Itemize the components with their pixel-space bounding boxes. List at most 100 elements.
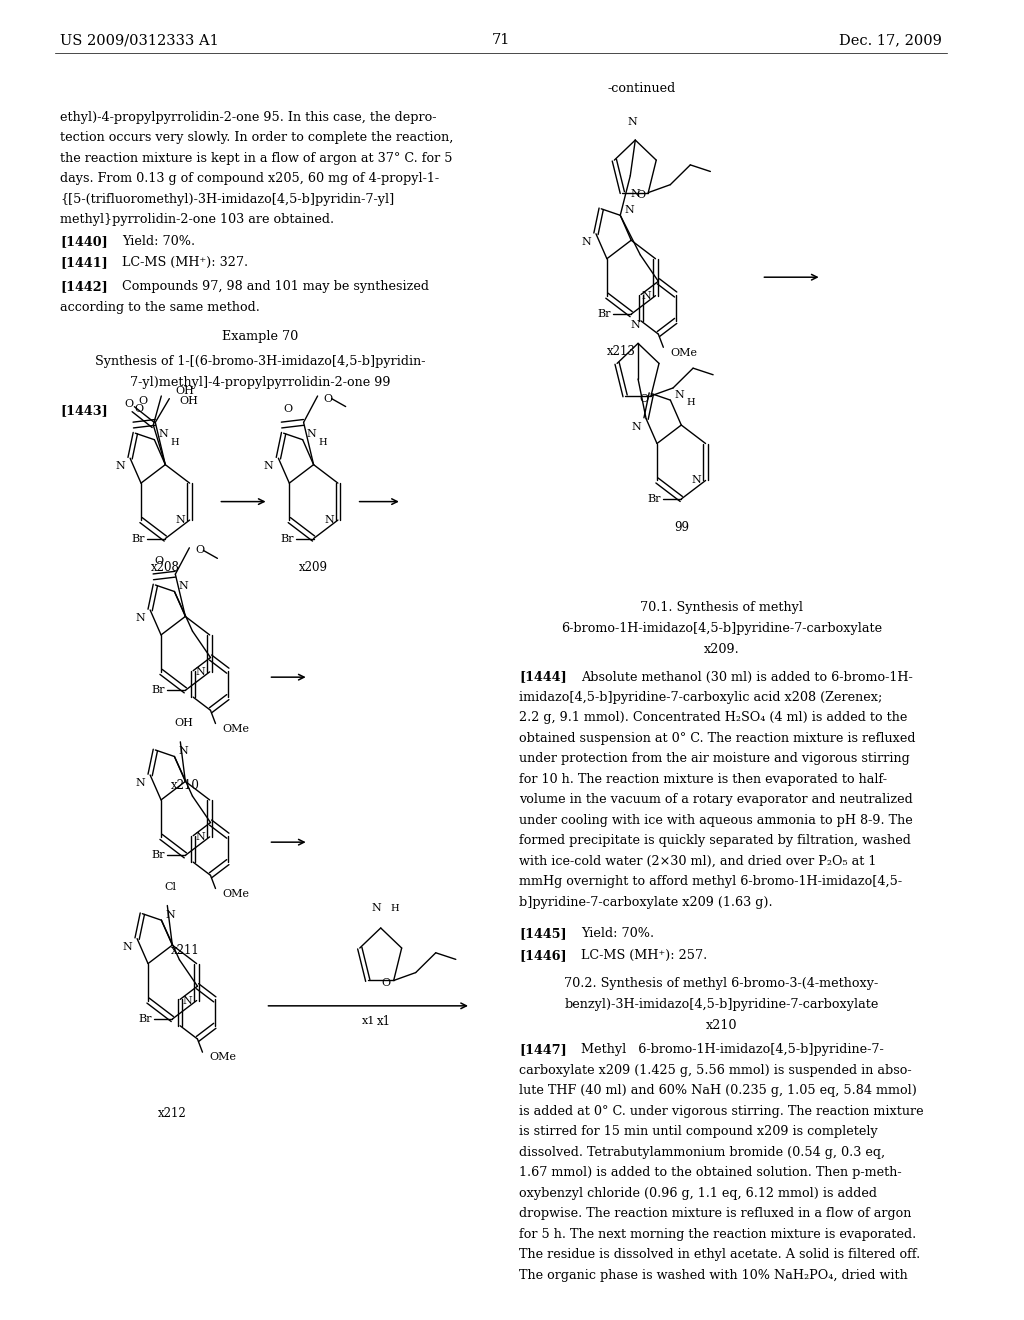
Text: {[5-(trifluoromethyl)-3H-imidazo[4,5-b]pyridin-7-yl]: {[5-(trifluoromethyl)-3H-imidazo[4,5-b]p…: [60, 193, 394, 206]
Text: Br: Br: [152, 685, 165, 696]
Text: carboxylate x209 (1.425 g, 5.56 mmol) is suspended in abso-: carboxylate x209 (1.425 g, 5.56 mmol) is…: [519, 1064, 911, 1077]
Text: 71: 71: [492, 33, 510, 48]
Text: Synthesis of 1-[(6-bromo-3H-imidazo[4,5-b]pyridin-: Synthesis of 1-[(6-bromo-3H-imidazo[4,5-…: [95, 355, 426, 368]
Text: oxybenzyl chloride (0.96 g, 1.1 eq, 6.12 mmol) is added: oxybenzyl chloride (0.96 g, 1.1 eq, 6.12…: [519, 1187, 877, 1200]
Text: N: N: [325, 515, 334, 525]
Text: ethyl)-4-propylpyrrolidin-2-one 95. In this case, the depro-: ethyl)-4-propylpyrrolidin-2-one 95. In t…: [60, 111, 436, 124]
Text: mmHg overnight to afford methyl 6-bromo-1H-imidazo[4,5-: mmHg overnight to afford methyl 6-bromo-…: [519, 875, 902, 888]
Text: OH: OH: [175, 385, 195, 396]
Text: N: N: [159, 429, 168, 440]
Text: [1440]: [1440]: [60, 235, 108, 248]
Text: dropwise. The reaction mixture is refluxed in a flow of argon: dropwise. The reaction mixture is reflux…: [519, 1206, 911, 1220]
Text: N: N: [642, 290, 651, 301]
Text: [1445]: [1445]: [519, 927, 566, 940]
Text: with ice-cold water (2×30 ml), and dried over P₂O₅ at 1: with ice-cold water (2×30 ml), and dried…: [519, 855, 877, 867]
Text: N: N: [631, 189, 640, 199]
Text: N: N: [372, 903, 382, 913]
Text: N: N: [196, 667, 206, 677]
Text: 2.2 g, 9.1 mmol). Concentrated H₂SO₄ (4 ml) is added to the: 2.2 g, 9.1 mmol). Concentrated H₂SO₄ (4 …: [519, 711, 907, 725]
Text: tection occurs very slowly. In order to complete the reaction,: tection occurs very slowly. In order to …: [60, 131, 454, 144]
Text: O: O: [196, 545, 205, 556]
Text: N: N: [116, 461, 125, 471]
Text: Methyl   6-bromo-1H-imidazo[4,5-b]pyridine-7-: Methyl 6-bromo-1H-imidazo[4,5-b]pyridine…: [581, 1043, 884, 1056]
Text: imidazo[4,5-b]pyridine-7-carboxylic acid x208 (Zerenex;: imidazo[4,5-b]pyridine-7-carboxylic acid…: [519, 692, 883, 704]
Text: formed precipitate is quickly separated by filtration, washed: formed precipitate is quickly separated …: [519, 834, 911, 847]
Text: dissolved. Tetrabutylammonium bromide (0.54 g, 0.3 eq,: dissolved. Tetrabutylammonium bromide (0…: [519, 1146, 885, 1159]
Text: Br: Br: [598, 309, 611, 319]
Text: N: N: [263, 461, 273, 471]
Text: methyl}pyrrolidin-2-one 103 are obtained.: methyl}pyrrolidin-2-one 103 are obtained…: [60, 214, 334, 226]
Text: x213: x213: [607, 345, 636, 358]
Text: N: N: [625, 205, 634, 215]
Text: N: N: [675, 389, 684, 400]
Text: N: N: [196, 832, 206, 842]
Text: 70.2. Synthesis of methyl 6-bromo-3-(4-methoxy-: 70.2. Synthesis of methyl 6-bromo-3-(4-m…: [564, 977, 879, 990]
Text: LC-MS (MH⁺): 257.: LC-MS (MH⁺): 257.: [581, 949, 708, 962]
Text: H: H: [318, 438, 328, 447]
Text: x212: x212: [158, 1107, 186, 1121]
Text: OMe: OMe: [222, 723, 250, 734]
Text: O: O: [125, 399, 134, 409]
Text: OMe: OMe: [671, 347, 697, 358]
Text: N: N: [628, 116, 637, 127]
Text: N: N: [135, 777, 145, 788]
Text: [1444]: [1444]: [519, 671, 566, 684]
Text: under protection from the air moisture and vigorous stirring: under protection from the air moisture a…: [519, 752, 909, 766]
Text: N: N: [632, 421, 641, 432]
Text: O: O: [639, 393, 648, 404]
Text: [1446]: [1446]: [519, 949, 566, 962]
Text: OMe: OMe: [222, 888, 250, 899]
Text: for 5 h. The next morning the reaction mixture is evaporated.: for 5 h. The next morning the reaction m…: [519, 1228, 916, 1241]
Text: benzyl)-3H-imidazo[4,5-b]pyridine-7-carboxylate: benzyl)-3H-imidazo[4,5-b]pyridine-7-carb…: [564, 998, 879, 1011]
Text: -continued: -continued: [607, 82, 676, 95]
Text: Yield: 70%.: Yield: 70%.: [122, 235, 196, 248]
Text: OH: OH: [179, 396, 199, 407]
Text: x210: x210: [706, 1019, 737, 1032]
Text: x209.: x209.: [703, 643, 739, 656]
Text: OMe: OMe: [210, 1052, 237, 1063]
Text: Br: Br: [280, 533, 294, 544]
Text: b]pyridine-7-carboxylate x209 (1.63 g).: b]pyridine-7-carboxylate x209 (1.63 g).: [519, 895, 772, 908]
Text: US 2009/0312333 A1: US 2009/0312333 A1: [60, 33, 219, 48]
Text: x1: x1: [377, 1015, 391, 1028]
Text: N: N: [122, 941, 132, 952]
Text: O: O: [324, 393, 333, 404]
Text: O: O: [155, 556, 164, 566]
Text: the reaction mixture is kept in a flow of argon at 37° C. for 5: the reaction mixture is kept in a flow o…: [60, 152, 453, 165]
Text: Br: Br: [152, 850, 165, 861]
Text: N: N: [630, 319, 640, 330]
Text: [1442]: [1442]: [60, 280, 108, 293]
Text: N: N: [183, 995, 193, 1006]
Text: The residue is dissolved in ethyl acetate. A solid is filtered off.: The residue is dissolved in ethyl acetat…: [519, 1249, 921, 1261]
Text: N: N: [306, 429, 316, 440]
Text: N: N: [176, 515, 185, 525]
Text: H: H: [686, 399, 695, 408]
Text: N: N: [582, 236, 591, 247]
Text: under cooling with ice with aqueous ammonia to pH 8-9. The: under cooling with ice with aqueous ammo…: [519, 813, 912, 826]
Text: H: H: [170, 438, 179, 447]
Text: O: O: [283, 404, 292, 414]
Text: lute THF (40 ml) and 60% NaH (0.235 g, 1.05 eq, 5.84 mmol): lute THF (40 ml) and 60% NaH (0.235 g, 1…: [519, 1085, 916, 1097]
Text: Yield: 70%.: Yield: 70%.: [581, 927, 654, 940]
Text: O: O: [636, 190, 645, 201]
Text: LC-MS (MH⁺): 327.: LC-MS (MH⁺): 327.: [122, 256, 249, 269]
Text: volume in the vacuum of a rotary evaporator and neutralized: volume in the vacuum of a rotary evapora…: [519, 793, 912, 807]
Text: for 10 h. The reaction mixture is then evaporated to half-: for 10 h. The reaction mixture is then e…: [519, 774, 887, 785]
Text: Br: Br: [132, 533, 145, 544]
Text: obtained suspension at 0° C. The reaction mixture is refluxed: obtained suspension at 0° C. The reactio…: [519, 731, 915, 744]
Text: Dec. 17, 2009: Dec. 17, 2009: [839, 33, 942, 48]
Text: 1.67 mmol) is added to the obtained solution. Then p-meth-: 1.67 mmol) is added to the obtained solu…: [519, 1167, 901, 1179]
Text: [1447]: [1447]: [519, 1043, 566, 1056]
Text: x1: x1: [362, 1016, 376, 1027]
Text: x208: x208: [151, 561, 180, 574]
Text: 6-bromo-1H-imidazo[4,5-b]pyridine-7-carboxylate: 6-bromo-1H-imidazo[4,5-b]pyridine-7-carb…: [561, 622, 882, 635]
Text: O: O: [382, 978, 391, 989]
Text: Absolute methanol (30 ml) is added to 6-bromo-1H-: Absolute methanol (30 ml) is added to 6-…: [581, 671, 912, 684]
Text: Br: Br: [648, 494, 662, 504]
Text: H: H: [391, 904, 399, 912]
Text: N: N: [178, 581, 188, 591]
Text: O: O: [135, 404, 143, 414]
Text: Compounds 97, 98 and 101 may be synthesized: Compounds 97, 98 and 101 may be synthesi…: [122, 280, 429, 293]
Text: 99: 99: [674, 521, 689, 535]
Text: x209: x209: [299, 561, 328, 574]
